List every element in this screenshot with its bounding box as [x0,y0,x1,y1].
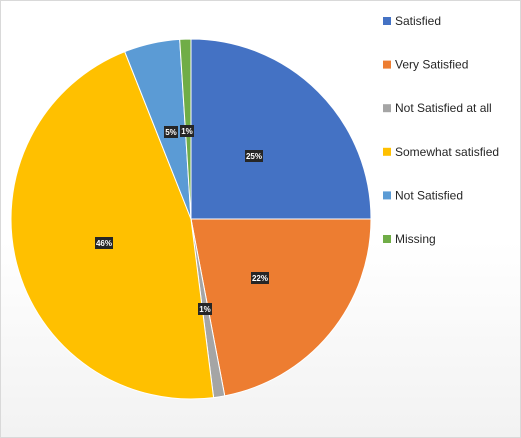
legend-label: Not Satisfied at all [395,101,492,115]
data-label-box [198,303,212,315]
legend-entry-very-satisfied: Very Satisfied [383,58,468,72]
data-label-box [251,272,269,284]
pie-slice-satisfied [190,38,372,220]
pie-slices [10,38,372,400]
legend-label: Very Satisfied [395,58,468,72]
data-label-missing: 1% [180,125,194,137]
legend-label: Missing [395,232,436,246]
legend-label: Somewhat satisfied [395,145,499,159]
data-label-text: 5% [165,128,177,137]
legend-swatch [383,191,391,200]
legend-label: Satisfied [395,14,441,28]
data-label-very-satisfied: 22% [251,272,269,284]
data-label-text: 1% [181,127,193,136]
data-label-not-satisfied-at-all: 1% [198,303,212,315]
data-label-text: 1% [199,305,211,314]
legend-swatch [383,17,391,25]
legend-swatch [383,235,391,243]
legend-entry-not-satisfied-at-all: Not Satisfied at all [383,101,492,115]
data-label-text: 22% [252,274,268,283]
data-label-somewhat-satisfied: 46% [95,237,113,249]
pie-slice-very-satisfied [190,218,372,397]
legend-swatch [383,60,391,69]
data-label-text: 46% [96,239,112,248]
legend-entry-satisfied: Satisfied [383,14,441,28]
data-label-box [180,125,194,137]
data-label-not-satisfied: 5% [164,126,178,138]
pie-slice-somewhat-satisfied [10,50,215,400]
legend-swatch [383,147,391,156]
data-label-box [164,126,178,138]
data-label-text: 25% [246,152,262,161]
legend-swatch [383,104,391,113]
data-label-satisfied: 25% [245,150,263,162]
data-label-box [95,237,113,249]
legend-entry-not-satisfied: Not Satisfied [383,188,463,202]
pie-data-labels: 25% 22% 1% 46% 5% 1% [95,125,269,315]
legend-entry-somewhat-satisfied: Somewhat satisfied [383,145,499,159]
legend-entry-missing: Missing [383,232,436,246]
legend: Satisfied Very Satisfied Not Satisfied at … [383,14,499,246]
legend-label: Not Satisfied [395,188,463,202]
data-label-box [245,150,263,162]
